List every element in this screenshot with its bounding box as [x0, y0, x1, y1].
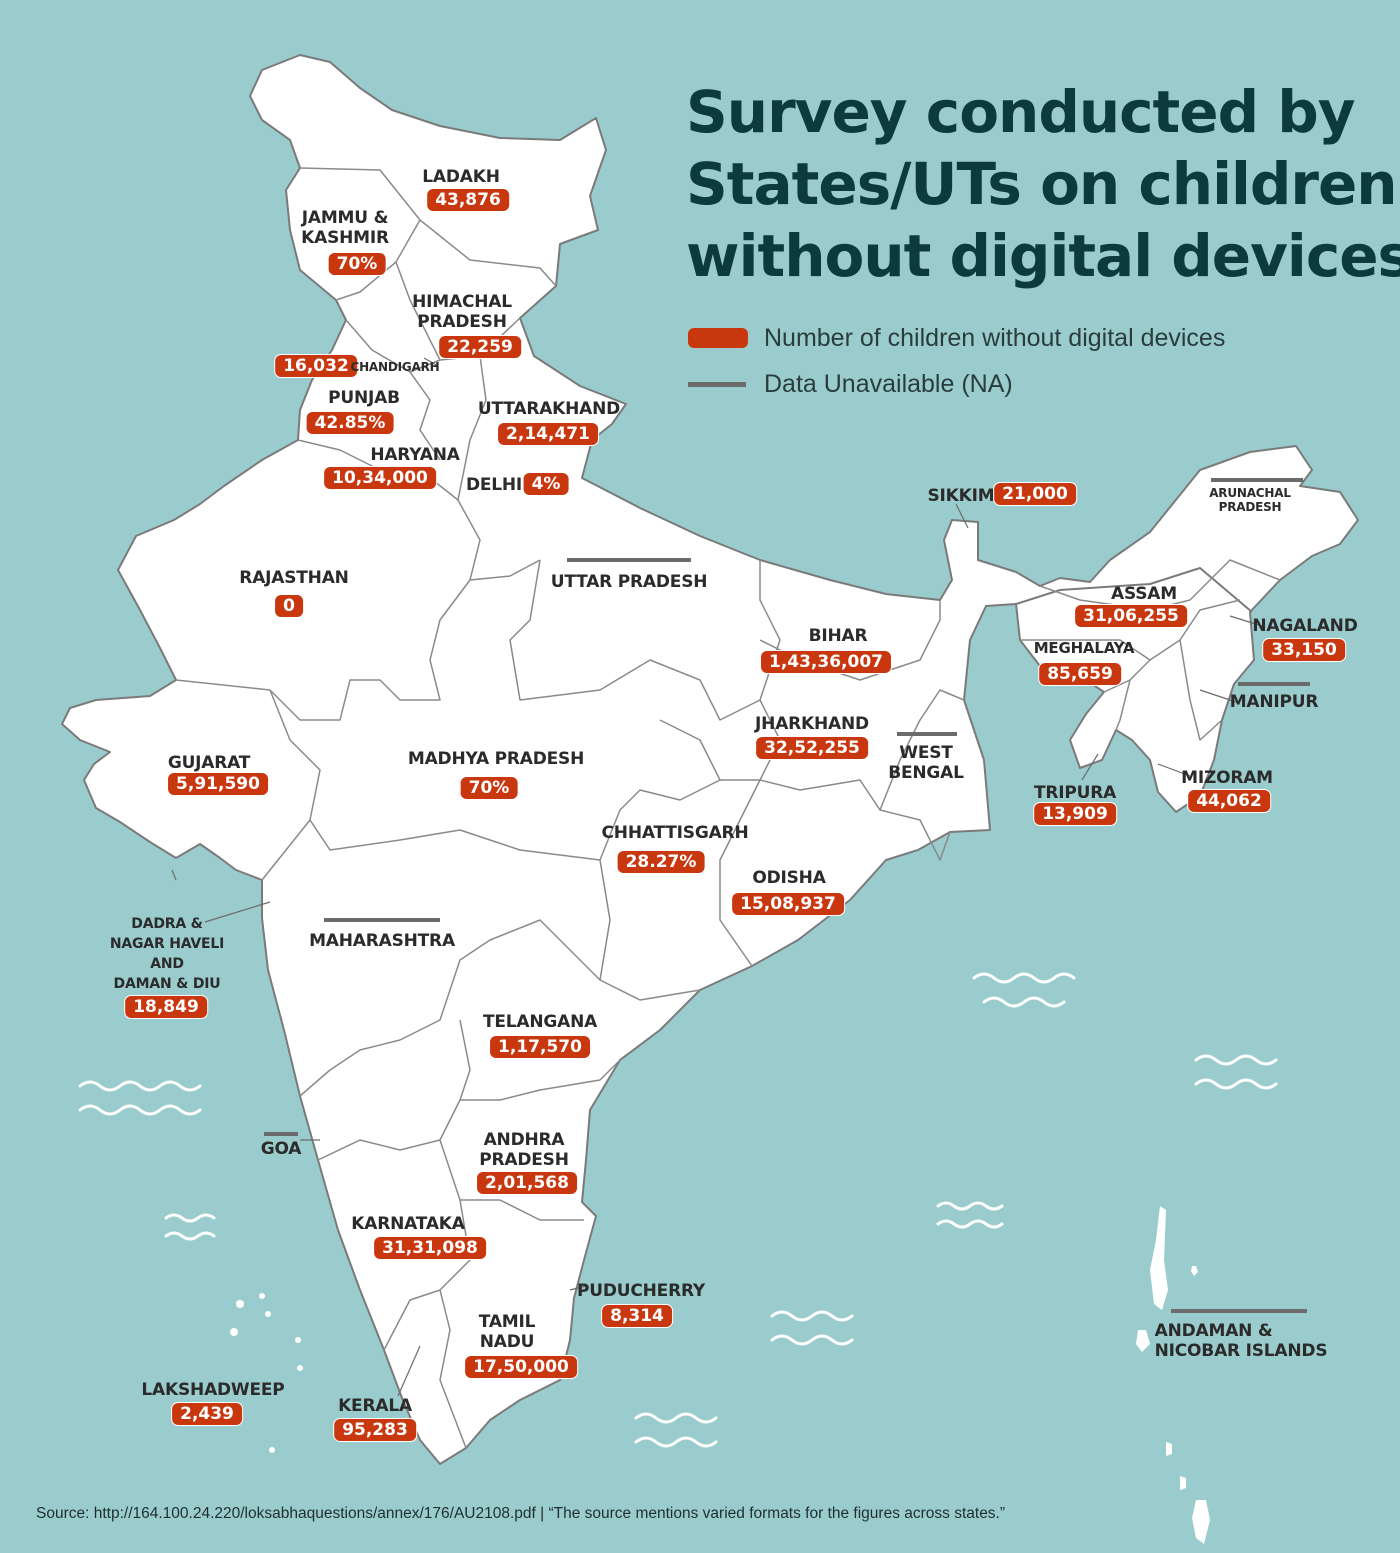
region-label-nagaland: NAGALAND [1252, 616, 1358, 636]
region-value-dadra-daman: 18,849 [125, 996, 207, 1018]
region-value-karnataka: 31,31,098 [374, 1237, 486, 1259]
region-label-chhattisgarh: CHHATTISGARH [601, 823, 749, 843]
region-value-chhattisgarh: 28.27% [617, 851, 705, 873]
region-label-mizoram: MIZORAM [1181, 768, 1273, 788]
region-label-goa: GOA [260, 1139, 302, 1159]
region-label-manipur: MANIPUR [1229, 692, 1319, 712]
region-label-madhya-pradesh: MADHYA PRADESH [407, 749, 585, 769]
region-value-rajasthan: 0 [275, 595, 303, 617]
region-value-ladakh: 43,876 [427, 189, 509, 211]
legend-na-label: Data Unavailable (NA) [764, 369, 1013, 398]
region-value-bihar: 1,43,36,007 [760, 651, 892, 673]
andaman-islands [1150, 1206, 1168, 1310]
region-value-jharkhand: 32,52,255 [756, 737, 868, 759]
region-label-sikkim: SIKKIM [927, 486, 995, 506]
region-label-karnataka: KARNATAKA [351, 1214, 465, 1234]
region-value-kerala: 95,283 [334, 1419, 416, 1441]
legend-na-swatch [688, 381, 746, 387]
region-value-punjab: 42.85% [306, 412, 394, 434]
region-label-uttar-pradesh: UTTAR PRADESH [550, 572, 708, 592]
region-label-arunachal-pradesh: ARUNACHAL PRADESH [1209, 486, 1291, 514]
region-value-puducherry: 8,314 [602, 1305, 672, 1327]
na-bar-uttar-pradesh [567, 558, 691, 562]
legend-value-row: Number of children without digital devic… [688, 322, 1225, 354]
region-value-meghalaya: 85,659 [1039, 663, 1121, 685]
region-value-nagaland: 33,150 [1263, 639, 1345, 661]
region-label-jammu-kashmir: JAMMU & KASHMIR [301, 208, 389, 248]
region-label-delhi: DELHI [465, 475, 523, 495]
na-bar-arunachal-pradesh [1211, 478, 1303, 482]
region-label-puducherry: PUDUCHERRY [576, 1281, 706, 1301]
region-value-mizoram: 44,062 [1188, 790, 1270, 812]
region-label-rajasthan: RAJASTHAN [239, 568, 349, 588]
region-label-assam: ASSAM [1111, 584, 1177, 604]
title-line-3: without digital devices [686, 222, 1400, 290]
region-label-odisha: ODISHA [752, 868, 826, 888]
na-bar-goa [264, 1132, 298, 1136]
region-value-assam: 31,06,255 [1075, 605, 1187, 627]
region-label-gujarat: GUJARAT [167, 753, 251, 773]
region-label-andhra-pradesh: ANDHRA PRADESH [479, 1130, 569, 1170]
region-label-bihar: BIHAR [808, 626, 868, 646]
region-value-chandigarh: 16,032 [275, 355, 357, 377]
region-label-maharashtra: MAHARASHTRA [309, 931, 455, 951]
page-title: Survey conducted by States/UTs on childr… [686, 76, 1400, 292]
region-value-delhi: 4% [523, 473, 569, 495]
title-line-2: States/UTs on children [686, 150, 1398, 218]
region-value-andhra-pradesh: 2,01,568 [477, 1172, 577, 1194]
region-value-madhya-pradesh: 70% [460, 777, 518, 799]
na-bar-manipur [1238, 682, 1310, 686]
region-label-ladakh: LADAKH [422, 167, 500, 187]
legend-value-swatch [688, 328, 748, 348]
region-label-west-bengal: WEST BENGAL [888, 743, 964, 783]
region-label-tripura: TRIPURA [1033, 783, 1117, 803]
region-label-himachal-pradesh: HIMACHAL PRADESH [412, 292, 512, 332]
region-value-himachal-pradesh: 22,259 [439, 336, 521, 358]
region-label-lakshadweep: LAKSHADWEEP [141, 1380, 285, 1400]
na-bar-andaman-nicobar [1171, 1309, 1307, 1313]
region-label-meghalaya: MEGHALAYA [1033, 639, 1135, 657]
legend-na-row: Data Unavailable (NA) [688, 368, 1013, 400]
region-label-chandigarh: CHANDIGARH [350, 360, 440, 374]
region-value-uttarakhand: 2,14,471 [498, 423, 598, 445]
region-label-dadra-daman: DADRA & NAGAR HAVELI AND DAMAN & DIU [109, 916, 225, 992]
region-value-tamil-nadu: 17,50,000 [465, 1356, 577, 1378]
region-value-tripura: 13,909 [1034, 803, 1116, 825]
region-value-odisha: 15,08,937 [732, 893, 844, 915]
title-line-1: Survey conducted by [686, 78, 1356, 146]
region-value-lakshadweep: 2,439 [172, 1403, 242, 1425]
source-note: Source: http://164.100.24.220/loksabhaqu… [36, 1505, 1006, 1522]
legend-value-label: Number of children without digital devic… [764, 323, 1226, 352]
region-label-kerala: KERALA [338, 1396, 412, 1416]
region-label-uttarakhand: UTTARAKHAND [477, 399, 621, 419]
region-label-tamil-nadu: TAMIL NADU [478, 1312, 536, 1352]
region-label-haryana: HARYANA [370, 445, 460, 465]
region-value-gujarat: 5,91,590 [168, 773, 268, 795]
region-value-haryana: 10,34,000 [324, 467, 436, 489]
na-bar-west-bengal [897, 732, 957, 736]
region-value-telangana: 1,17,570 [490, 1036, 590, 1058]
region-value-jammu-kashmir: 70% [328, 253, 386, 275]
region-value-sikkim: 21,000 [994, 483, 1076, 505]
region-label-jharkhand: JHARKHAND [755, 714, 869, 734]
region-label-telangana: TELANGANA [482, 1012, 598, 1032]
na-bar-maharashtra [324, 918, 440, 922]
region-label-punjab: PUNJAB [328, 388, 400, 408]
region-label-andaman-nicobar: ANDAMAN & NICOBAR ISLANDS [1154, 1321, 1328, 1361]
